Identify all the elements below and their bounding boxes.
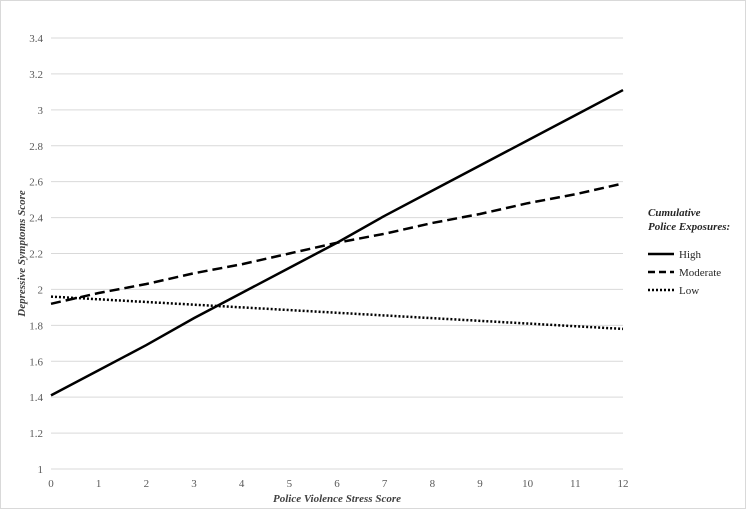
series-line-low — [50, 295, 624, 331]
series-line-moderate — [50, 182, 624, 306]
y-tick-label: 1.6 — [29, 356, 43, 368]
y-tick-label: 2.2 — [29, 249, 43, 261]
y-tick-label: 2.4 — [29, 213, 43, 225]
y-tick-label: 1.4 — [29, 392, 43, 404]
legend-label-high: High — [679, 249, 702, 261]
legend-title-line-1: Cumulative — [648, 207, 701, 219]
x-tick-label: 3 — [191, 478, 197, 490]
x-tick-label: 0 — [48, 478, 54, 490]
y-tick-label: 1.2 — [29, 428, 43, 440]
y-tick-label: 3 — [38, 105, 44, 117]
y-axis-title: Depressive Symptoms Score — [16, 190, 28, 318]
x-tick-label: 5 — [287, 478, 293, 490]
x-tick-labels: 0 1 2 3 4 5 6 7 8 9 10 11 12 — [48, 478, 628, 490]
x-tick-label: 8 — [430, 478, 436, 490]
x-tick-label: 6 — [334, 478, 340, 490]
legend-label-low: Low — [679, 285, 699, 297]
y-tick-labels: 1 1.2 1.4 1.6 1.8 2 2.2 2.4 2.6 2.8 3 3.2 3.4 — [29, 33, 43, 476]
x-tick-label: 12 — [618, 478, 629, 490]
y-tick-label: 2 — [38, 284, 44, 296]
y-tick-label: 1 — [38, 464, 44, 476]
x-tick-label: 10 — [522, 478, 534, 490]
y-tick-label: 2.6 — [29, 177, 43, 189]
y-tick-label: 3.2 — [29, 69, 43, 81]
y-tick-label: 1.8 — [29, 320, 43, 332]
y-tick-label: 2.8 — [29, 141, 43, 153]
x-tick-label: 11 — [570, 478, 581, 490]
y-tick-label: 3.4 — [29, 33, 43, 45]
x-tick-label: 1 — [96, 478, 102, 490]
legend-title-line-2: Police Exposures: — [648, 221, 730, 233]
x-tick-label: 2 — [144, 478, 150, 490]
legend-label-moderate: Moderate — [679, 267, 721, 279]
x-tick-label: 9 — [477, 478, 483, 490]
gridlines — [51, 37, 623, 470]
x-tick-label: 7 — [382, 478, 388, 490]
x-tick-label: 4 — [239, 478, 245, 490]
legend: Cumulative Police Exposures: High Moderat… — [648, 207, 730, 297]
series-lines — [50, 88, 624, 397]
x-axis-title: Police Violence Stress Score — [273, 493, 401, 505]
